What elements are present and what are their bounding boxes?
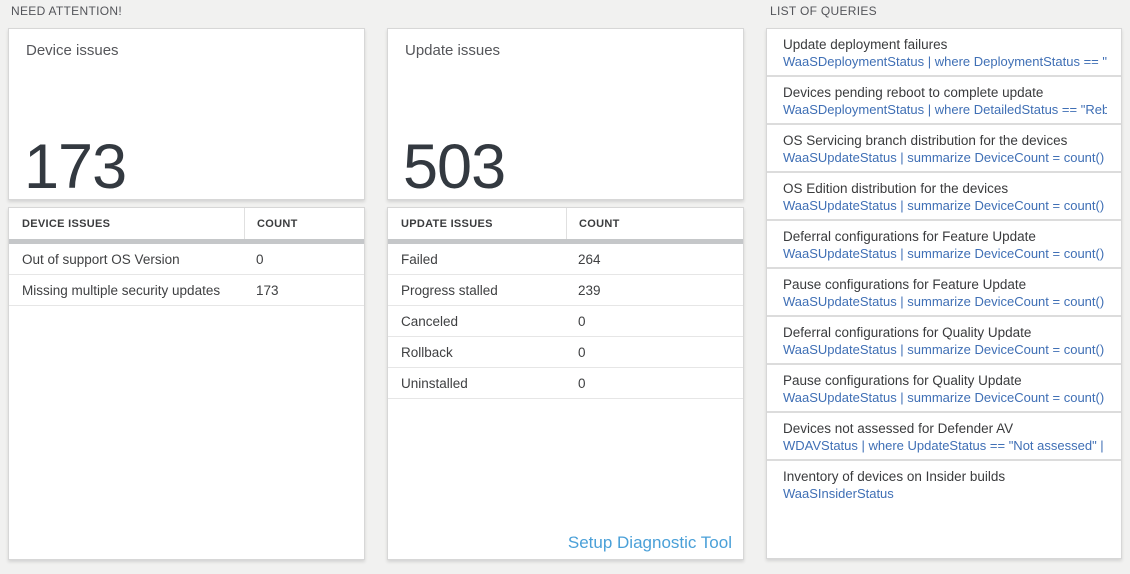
query-text[interactable]: WaaSUpdateStatus | summarize DeviceCount… [783,246,1107,261]
device-issues-table: DEVICE ISSUES COUNT Out of support OS Ve… [8,207,365,560]
query-item[interactable]: Devices pending reboot to complete updat… [767,77,1121,125]
row-label: Progress stalled [401,282,498,298]
table-row[interactable]: Out of support OS Version 0 [9,244,364,275]
query-text[interactable]: WaaSUpdateStatus | summarize DeviceCount… [783,390,1107,405]
query-item[interactable]: OS Edition distribution for the devices … [767,173,1121,221]
query-item[interactable]: Inventory of devices on Insider builds W… [767,461,1121,558]
row-label: Canceled [401,313,459,329]
table-row[interactable]: Progress stalled 239 [388,275,743,306]
update-issues-count: 503 [403,132,506,202]
header-separator [9,239,364,244]
row-count: 0 [578,344,586,360]
row-count: 239 [578,282,601,298]
update-issues-table: UPDATE ISSUES COUNT Failed 264 Progress … [387,207,744,560]
table-row[interactable]: Rollback 0 [388,337,743,368]
query-item[interactable]: Deferral configurations for Quality Upda… [767,317,1121,365]
query-text[interactable]: WaaSUpdateStatus | summarize DeviceCount… [783,294,1107,309]
query-title: Devices pending reboot to complete updat… [783,85,1044,100]
query-item[interactable]: Pause configurations for Quality Update … [767,365,1121,413]
table-row[interactable]: Uninstalled 0 [388,368,743,399]
row-count: 0 [256,251,264,267]
setup-diagnostic-tool-link[interactable]: Setup Diagnostic Tool [567,533,732,552]
row-count: 173 [256,282,279,298]
device-issues-title: Device issues [26,42,119,59]
query-text[interactable]: WaaSUpdateStatus | summarize DeviceCount… [783,150,1107,165]
header-separator [388,239,743,244]
list-of-queries-panel: Update deployment failures WaaSDeploymen… [766,28,1122,559]
query-text[interactable]: WaaSUpdateStatus | summarize DeviceCount… [783,342,1107,357]
update-issues-header-count: COUNT [566,208,743,239]
device-issues-tile[interactable]: Device issues 173 [8,28,365,200]
update-issues-title: Update issues [405,42,501,59]
device-issues-table-header: DEVICE ISSUES COUNT [9,208,364,239]
row-label: Rollback [401,344,453,360]
row-count: 264 [578,251,601,267]
query-item[interactable]: OS Servicing branch distribution for the… [767,125,1121,173]
table-row[interactable]: Missing multiple security updates 173 [9,275,364,306]
table-row[interactable]: Canceled 0 [388,306,743,337]
query-title: OS Servicing branch distribution for the… [783,133,1068,148]
table-row[interactable]: Failed 264 [388,244,743,275]
row-label: Failed [401,251,438,267]
query-title: Deferral configurations for Feature Upda… [783,229,1036,244]
row-label: Uninstalled [401,375,468,391]
row-count: 0 [578,313,586,329]
query-text[interactable]: WaaSDeploymentStatus | where DeploymentS… [783,54,1107,69]
query-title: Update deployment failures [783,37,948,52]
query-title: Pause configurations for Quality Update [783,373,1022,388]
row-count: 0 [578,375,586,391]
query-item[interactable]: Update deployment failures WaaSDeploymen… [767,29,1121,77]
row-label: Out of support OS Version [22,251,180,267]
query-title: Devices not assessed for Defender AV [783,421,1014,436]
query-title: OS Edition distribution for the devices [783,181,1009,196]
query-title: Deferral configurations for Quality Upda… [783,325,1032,340]
query-item[interactable]: Deferral configurations for Feature Upda… [767,221,1121,269]
device-issues-header-name: DEVICE ISSUES [22,217,111,230]
device-issues-header-count: COUNT [244,208,364,239]
update-issues-header-name: UPDATE ISSUES [401,217,493,230]
device-issues-count: 173 [24,132,127,202]
list-of-queries-section-title: LIST OF QUERIES [770,4,877,18]
update-issues-table-header: UPDATE ISSUES COUNT [388,208,743,239]
query-item[interactable]: Devices not assessed for Defender AV WDA… [767,413,1121,461]
query-title: Pause configurations for Feature Update [783,277,1027,292]
query-title: Inventory of devices on Insider builds [783,469,1006,484]
query-text[interactable]: WaaSInsiderStatus [783,486,894,501]
update-issues-tile[interactable]: Update issues 503 [387,28,744,200]
query-text[interactable]: WaaSUpdateStatus | summarize DeviceCount… [783,198,1107,213]
query-text[interactable]: WDAVStatus | where UpdateStatus == "Not … [783,438,1107,453]
row-label: Missing multiple security updates [22,282,221,298]
need-attention-section-title: NEED ATTENTION! [11,4,122,18]
query-text[interactable]: WaaSDeploymentStatus | where DetailedSta… [783,102,1107,117]
query-item[interactable]: Pause configurations for Feature Update … [767,269,1121,317]
